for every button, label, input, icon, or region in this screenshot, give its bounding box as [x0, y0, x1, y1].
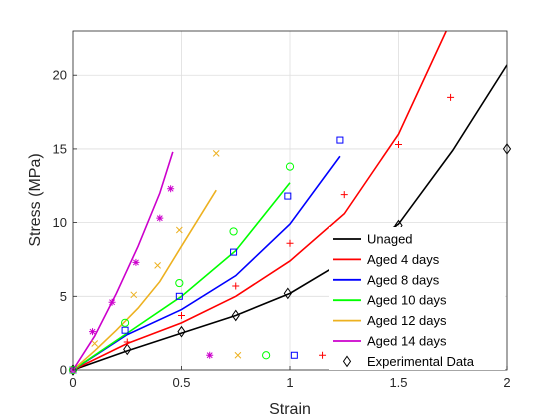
- y-axis-label: Stress (MPa): [27, 153, 44, 246]
- data-point-aged-4-days: [123, 338, 131, 346]
- data-point-aged-4-days: [447, 93, 455, 101]
- y-tick-label: 10: [53, 215, 67, 230]
- legend-entry: Aged 14 days: [333, 334, 447, 349]
- data-point-aged-14-days: [108, 298, 116, 306]
- extra-marker-aged-10-days: [262, 351, 271, 360]
- data-point-aged-4-days: [340, 191, 348, 199]
- legend-label: Aged 14 days: [367, 334, 447, 349]
- x-axis-label: Strain: [269, 401, 311, 418]
- legend-entry: Aged 10 days: [333, 293, 447, 308]
- y-tick-label: 5: [60, 289, 67, 304]
- y-tick-label: 15: [53, 141, 67, 156]
- data-point-aged-10-days: [120, 318, 130, 327]
- legend-label: Aged 10 days: [367, 293, 447, 308]
- extra-marker-aged-14-days: [206, 351, 214, 359]
- x-tick-label: 2: [503, 375, 510, 390]
- series-line-aged-14-days: [73, 151, 174, 370]
- legend-label: Experimental Data: [367, 354, 475, 369]
- legend-diamond-swatch: [342, 355, 352, 368]
- legend-entry: Aged 12 days: [333, 313, 447, 328]
- legend-label: Aged 8 days: [367, 272, 440, 287]
- legend-entry: Experimental Data: [342, 354, 475, 369]
- legend-entry: Aged 8 days: [333, 272, 440, 287]
- legend-box: [329, 227, 505, 370]
- x-tick-label: 0.5: [172, 375, 190, 390]
- data-point-aged-12-days: [175, 226, 183, 234]
- extra-marker-aged-4-days: [319, 351, 327, 359]
- data-point-unaged: [283, 287, 292, 300]
- extra-marker-aged-8-days: [290, 351, 298, 359]
- data-point-unaged: [231, 309, 240, 322]
- y-tick-label: 20: [53, 68, 67, 83]
- data-point-aged-12-days: [212, 149, 220, 157]
- y-tick-label: 0: [60, 363, 67, 378]
- x-tick-label: 1: [286, 375, 293, 390]
- data-point-aged-12-days: [154, 261, 161, 269]
- series-lines: [73, 31, 507, 370]
- series-line-aged-10-days: [73, 182, 291, 370]
- data-point-aged-4-days: [395, 140, 402, 148]
- data-point-aged-8-days: [121, 326, 129, 334]
- data-point-aged-8-days: [336, 136, 344, 144]
- data-point-aged-14-days: [132, 258, 140, 266]
- legend-label: Unaged: [367, 232, 413, 247]
- data-point-aged-4-days: [286, 239, 294, 247]
- data-point-aged-8-days: [284, 192, 292, 200]
- series-line-unaged: [73, 64, 507, 370]
- data-point-aged-10-days: [175, 278, 184, 288]
- data-point-aged-14-days: [167, 185, 175, 193]
- series-line-aged-4-days: [73, 31, 447, 370]
- data-point-aged-10-days: [285, 162, 295, 171]
- legend-entry: Aged 4 days: [333, 252, 440, 267]
- series-line-aged-12-days: [73, 189, 217, 370]
- legend-label: Aged 4 days: [367, 252, 440, 267]
- legend-label: Aged 12 days: [367, 313, 447, 328]
- data-point-aged-8-days: [175, 292, 183, 300]
- data-point-aged-4-days: [232, 282, 240, 290]
- data-point-aged-4-days: [178, 311, 185, 319]
- data-point-aged-14-days: [89, 328, 97, 336]
- data-point-unaged: [177, 325, 186, 338]
- data-point-aged-12-days: [91, 340, 99, 347]
- data-point-aged-12-days: [130, 291, 138, 299]
- x-tick-label: 1.5: [389, 375, 407, 390]
- extra-marker-aged-12-days: [234, 351, 242, 359]
- data-area: [68, 31, 512, 376]
- series-line-aged-8-days: [73, 155, 341, 370]
- data-point-aged-14-days: [156, 214, 164, 222]
- x-tick-label: 0: [69, 375, 76, 390]
- data-point-aged-8-days: [230, 248, 238, 256]
- data-point-unaged: [123, 343, 132, 356]
- data-point-aged-10-days: [229, 227, 238, 236]
- legend: Unaged Aged 4 days Aged 8 days Aged 10 days…: [329, 227, 505, 370]
- legend-entry: Unaged: [333, 232, 413, 247]
